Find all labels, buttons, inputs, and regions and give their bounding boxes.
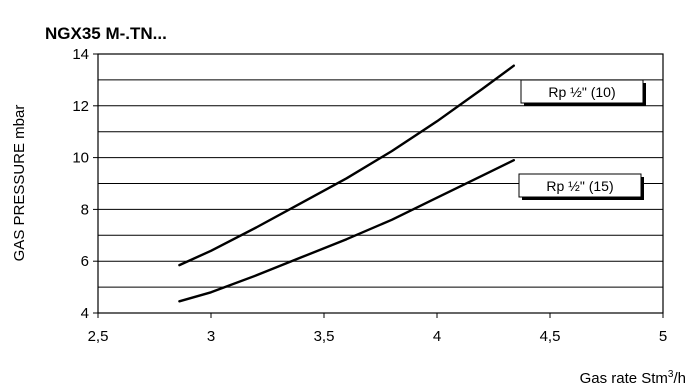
legend-box bbox=[518, 173, 642, 198]
x-tick-label: 3,5 bbox=[314, 328, 335, 345]
x-tick-label: 2,5 bbox=[88, 328, 109, 345]
y-tick-label: 10 bbox=[72, 150, 89, 167]
series-lines bbox=[178, 64, 515, 303]
y-axis-label: GAS PRESSURE mbar bbox=[11, 105, 28, 262]
y-tick-label: 6 bbox=[81, 253, 89, 270]
y-tick-label: 14 bbox=[72, 46, 89, 63]
series-line-1 bbox=[178, 64, 515, 267]
x-axis-ticks: 2,5 3 3,5 4 4,5 5 bbox=[88, 313, 667, 345]
y-axis-ticks: 4 6 8 10 12 14 bbox=[72, 46, 98, 322]
x-tick-label: 4,5 bbox=[540, 328, 561, 345]
legend-box bbox=[520, 79, 644, 104]
plot-area-frame bbox=[97, 53, 664, 314]
x-tick-label: 5 bbox=[659, 328, 667, 345]
y-tick-label: 8 bbox=[81, 201, 89, 218]
x-axis-label: Gas rate Stm3/h bbox=[580, 369, 686, 387]
x-tick-label: 3 bbox=[207, 328, 215, 345]
legend: Rp ½" (10) Rp ½" (15) bbox=[518, 79, 646, 200]
x-tick-label: 4 bbox=[433, 328, 441, 345]
series-line-2 bbox=[178, 158, 515, 303]
chart-title: NGX35 M-.TN... bbox=[45, 24, 167, 43]
legend-label-2: Rp ½" (15) bbox=[546, 178, 613, 194]
y-tick-label: 4 bbox=[81, 305, 89, 322]
y-tick-label: 12 bbox=[72, 98, 89, 115]
legend-label-1: Rp ½" (10) bbox=[548, 84, 615, 100]
